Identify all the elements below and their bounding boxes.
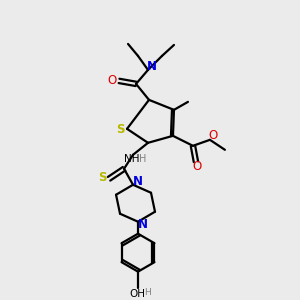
Text: OH: OH (129, 289, 145, 298)
Text: NH: NH (124, 154, 140, 164)
Text: S: S (98, 171, 106, 184)
Text: S: S (116, 123, 124, 136)
Text: O: O (107, 74, 117, 87)
Text: H: H (144, 288, 150, 297)
Text: O: O (192, 160, 202, 173)
Text: H: H (139, 154, 147, 164)
Text: N: N (133, 175, 143, 188)
Text: O: O (208, 129, 218, 142)
Text: N: N (138, 218, 148, 231)
Text: N: N (147, 60, 157, 74)
